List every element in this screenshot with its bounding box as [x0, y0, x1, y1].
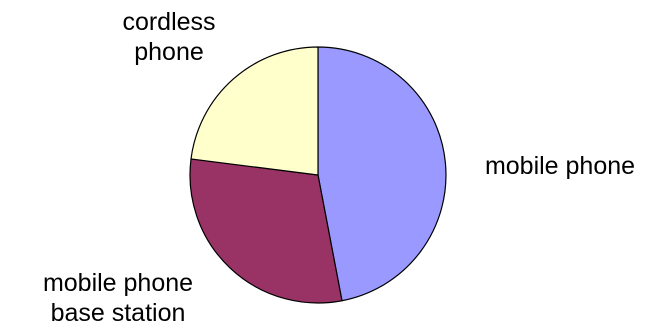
slice-label-0-line-0: mobile phone — [485, 152, 635, 180]
slice-label-2-line-0: cordless — [122, 8, 215, 36]
pie-slice-0 — [317, 46, 447, 302]
slice-label-1: mobile phone base station — [43, 269, 193, 327]
slice-label-1-line-0: mobile phone — [43, 269, 193, 297]
slice-label-0: mobile phone — [485, 152, 635, 180]
slice-label-1-line-1: base station — [51, 299, 186, 327]
slice-label-2-line-1: phone — [134, 38, 204, 66]
pie-slice-1 — [189, 158, 343, 304]
slice-label-2: cordless phone — [122, 8, 215, 66]
pie-slice-2 — [190, 46, 319, 176]
pie-slices — [189, 46, 447, 304]
